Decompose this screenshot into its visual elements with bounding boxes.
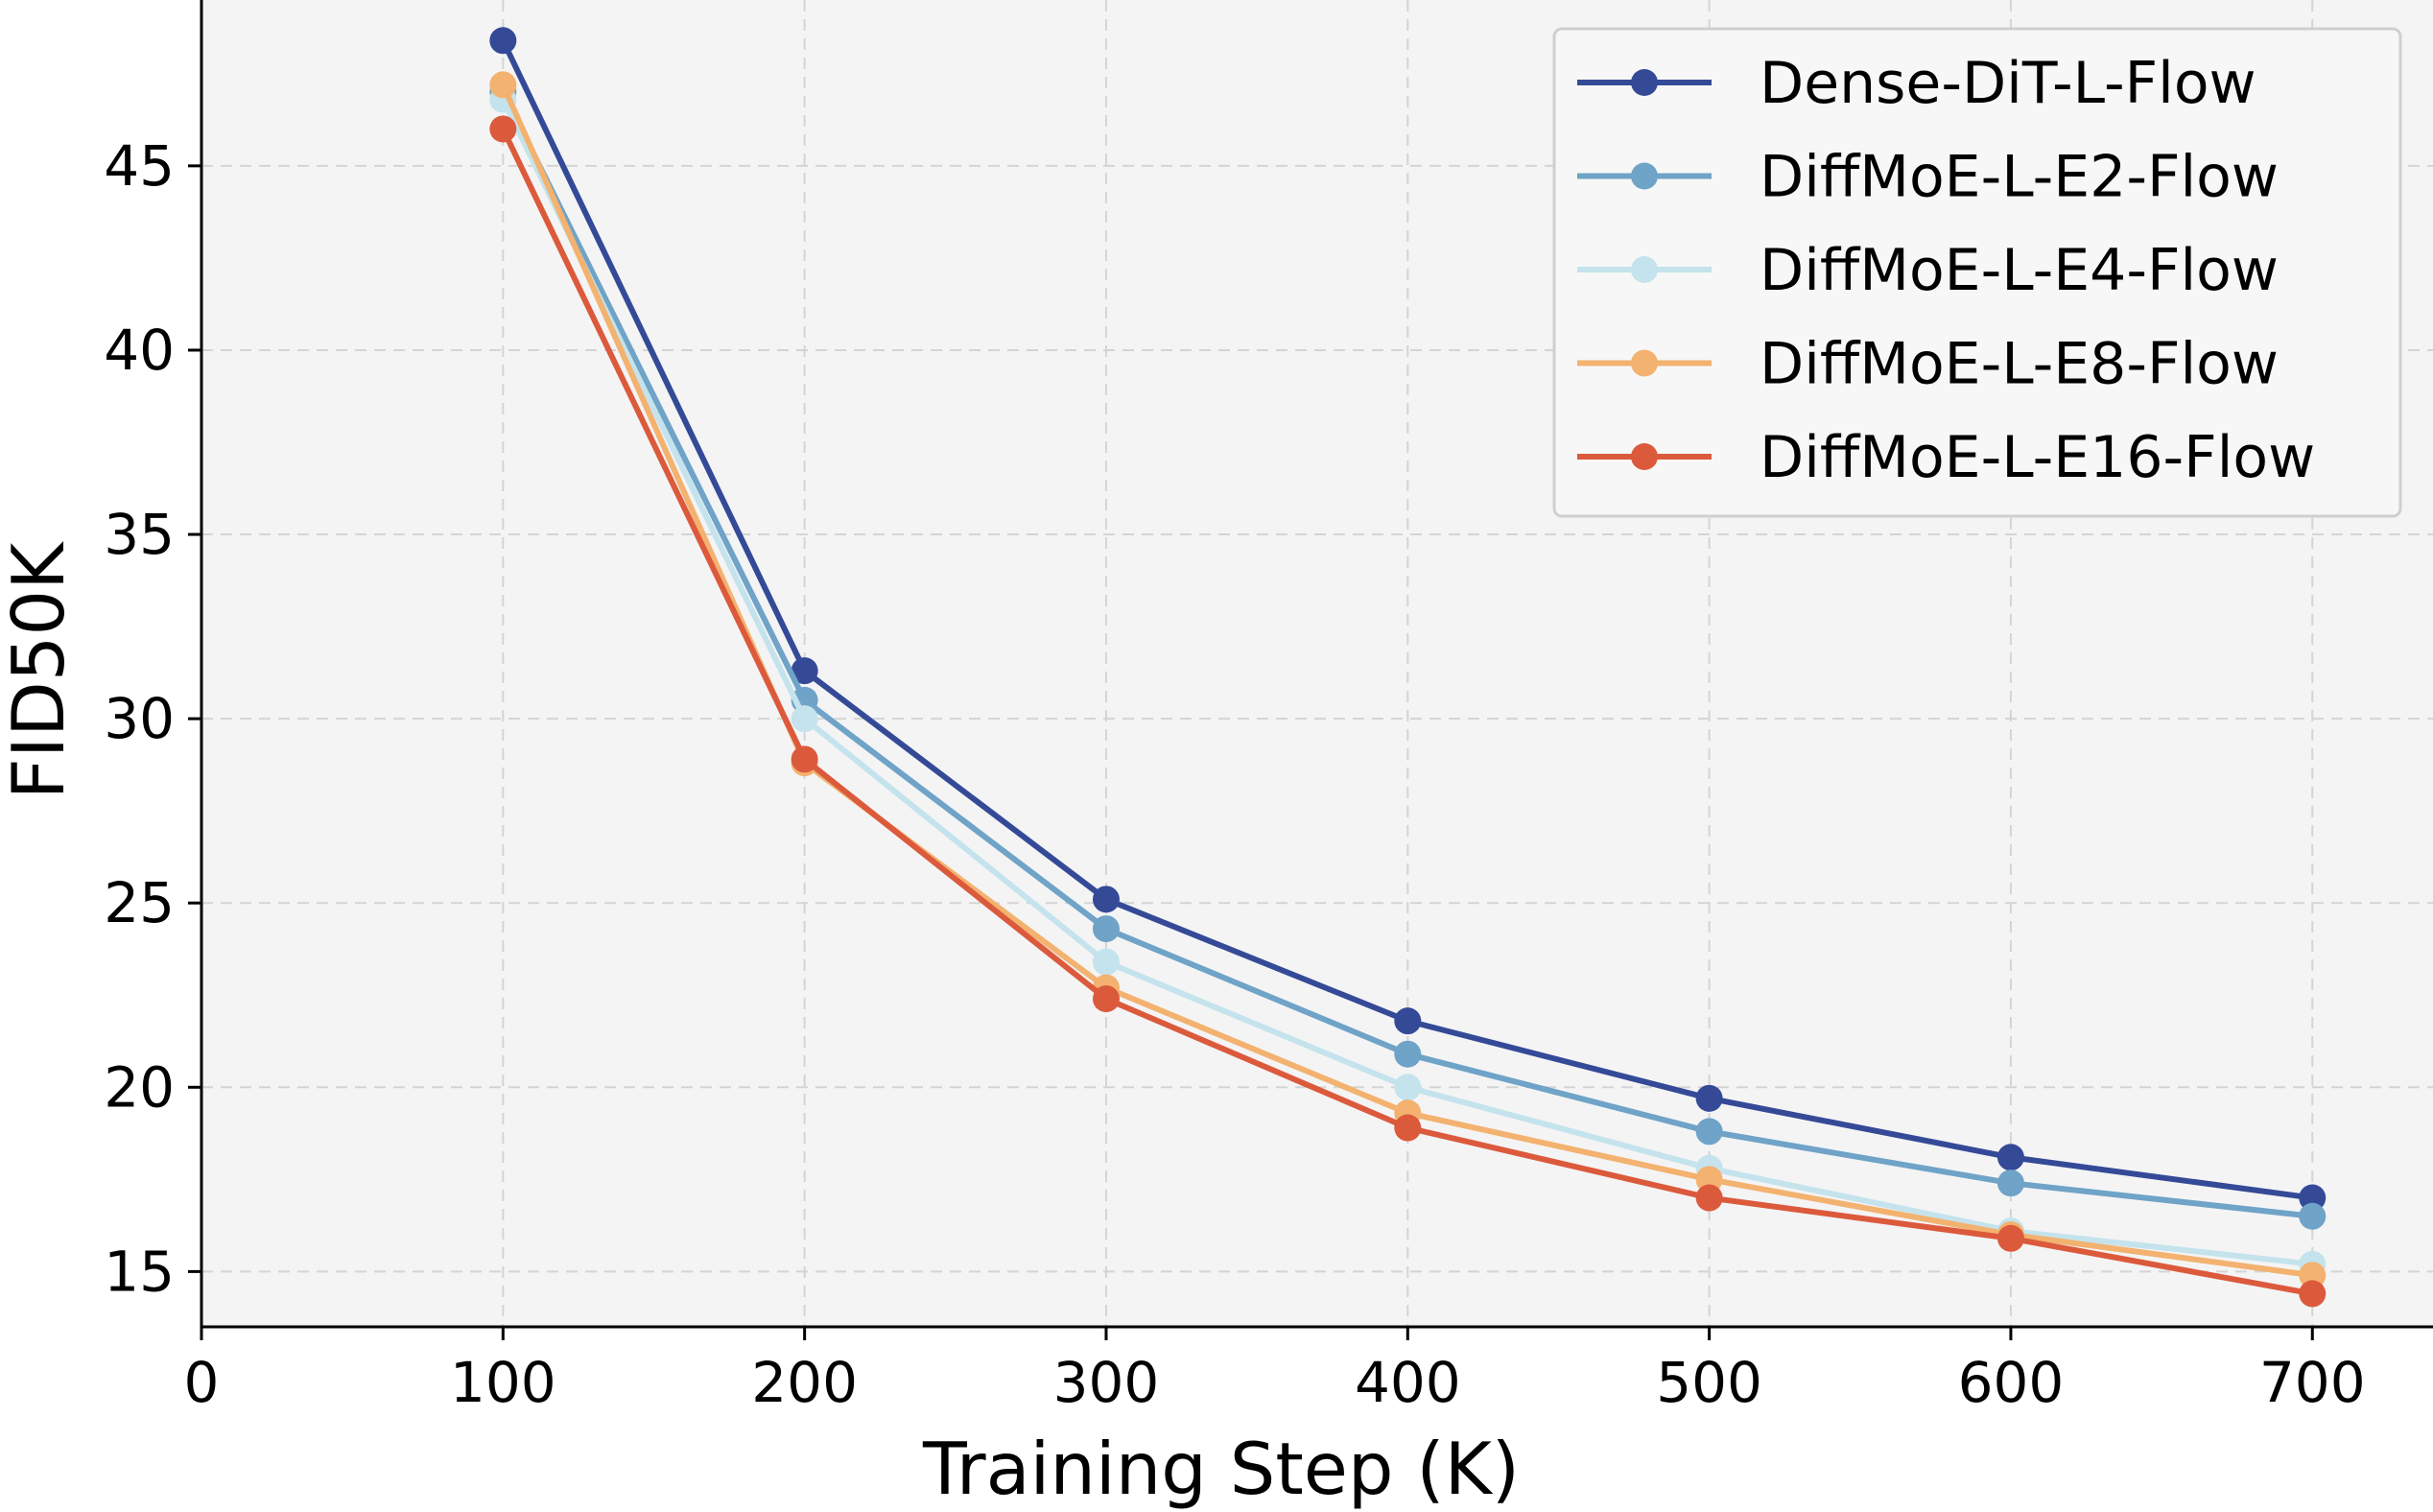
legend-entry: DiffMoE-L-E2-Flow — [1577, 144, 2279, 211]
legend-entry: DiffMoE-L-E8-Flow — [1577, 331, 2279, 398]
data-point — [1394, 1007, 1422, 1035]
legend-entry: DiffMoE-L-E4-Flow — [1577, 237, 2279, 304]
data-point — [489, 27, 517, 55]
x-tick-label: 500 — [1656, 1350, 1762, 1415]
data-point — [2299, 1262, 2327, 1289]
x-tick-label: 100 — [450, 1350, 556, 1415]
data-point — [1394, 1114, 1422, 1142]
legend: Dense-DiT-L-Flow DiffMoE-L-E2-Flow DiffMoE… — [1552, 27, 2402, 518]
data-point — [1092, 886, 1120, 913]
data-point — [791, 657, 818, 685]
x-axis-label: Training Step (K) — [922, 1427, 1520, 1511]
y-tick-label: 45 — [104, 133, 175, 199]
legend-box — [1552, 27, 2402, 518]
axes — [188, 0, 2433, 1340]
tick-labels: 0 100 200 300 400 500 600 700 15 20 25 30 35 40 45 — [104, 133, 2365, 1415]
y-tick-label: 35 — [104, 502, 175, 567]
y-tick-label: 15 — [104, 1239, 175, 1304]
legend-marker — [1631, 162, 1658, 190]
legend-label: DiffMoE-L-E4-Flow — [1760, 237, 2279, 304]
legend-marker — [1631, 443, 1658, 470]
legend-label: DiffMoE-L-E2-Flow — [1760, 144, 2279, 211]
data-point — [1092, 985, 1120, 1013]
data-point — [1996, 1144, 2024, 1171]
legend-marker — [1631, 256, 1658, 283]
x-tick-label: 200 — [751, 1350, 858, 1415]
data-point — [489, 115, 517, 143]
data-point — [1695, 1184, 1723, 1212]
y-tick-label: 20 — [104, 1054, 175, 1120]
x-tick-label: 0 — [184, 1350, 220, 1415]
data-point — [2299, 1202, 2327, 1230]
data-point — [791, 745, 818, 773]
y-tick-label: 40 — [104, 318, 175, 383]
y-axis-label: FID50K — [0, 541, 81, 799]
legend-label: DiffMoE-L-E8-Flow — [1760, 331, 2279, 398]
legend-label: Dense-DiT-L-Flow — [1760, 50, 2256, 117]
data-point — [1695, 1084, 1723, 1112]
y-tick-label: 30 — [104, 686, 175, 751]
data-point — [1092, 915, 1120, 943]
legend-entry: Dense-DiT-L-Flow — [1577, 50, 2256, 117]
data-point — [1695, 1118, 1723, 1146]
data-point — [791, 705, 818, 733]
series-4 — [489, 115, 2327, 1308]
legend-marker — [1631, 69, 1658, 96]
data-point — [1695, 1166, 1723, 1193]
legend-label: DiffMoE-L-E16-Flow — [1760, 424, 2315, 491]
series-layer — [489, 27, 2327, 1308]
legend-marker — [1631, 349, 1658, 377]
data-point — [1996, 1224, 2024, 1252]
data-point — [1996, 1169, 2024, 1197]
y-tick-label: 25 — [104, 870, 175, 935]
x-tick-label: 400 — [1355, 1350, 1461, 1415]
x-tick-label: 600 — [1958, 1350, 2065, 1415]
series-0 — [489, 27, 2327, 1212]
data-point — [1394, 1040, 1422, 1068]
x-tick-label: 300 — [1053, 1350, 1160, 1415]
data-point — [2299, 1280, 2327, 1308]
data-point — [489, 71, 517, 99]
data-point — [2299, 1184, 2327, 1212]
x-tick-label: 700 — [2259, 1350, 2366, 1415]
data-point — [1092, 948, 1120, 976]
legend-entry: DiffMoE-L-E16-Flow — [1577, 424, 2315, 491]
data-point — [1394, 1074, 1422, 1101]
